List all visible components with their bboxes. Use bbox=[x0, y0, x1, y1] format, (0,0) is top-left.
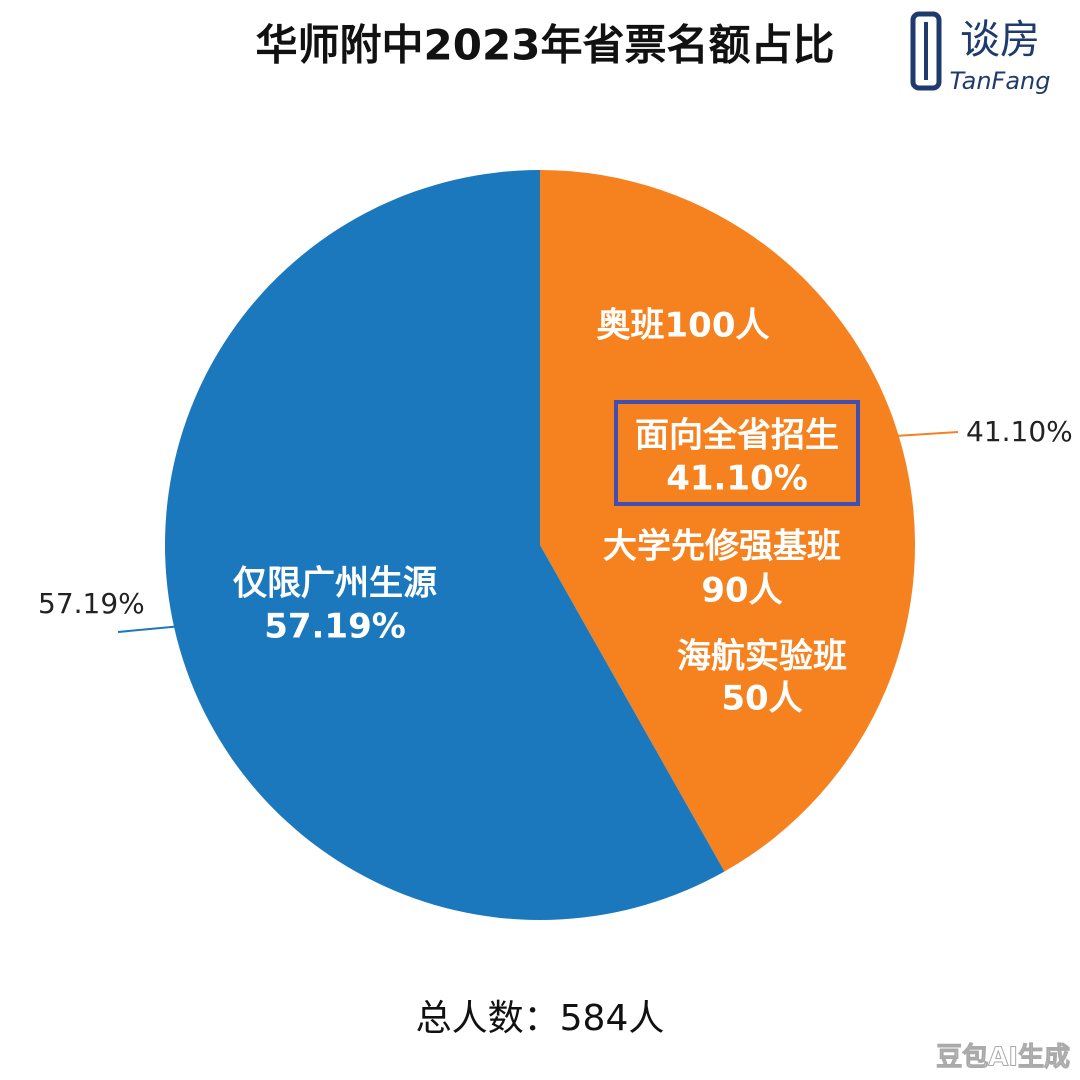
pie-slice bbox=[164, 170, 725, 921]
outer-label: 41.10% bbox=[966, 415, 1073, 448]
slice-label: 仅限广州生源 bbox=[233, 564, 437, 604]
logo-name: 谈房 bbox=[960, 17, 1040, 63]
logo-subtitle: TanFang bbox=[949, 67, 1050, 95]
outer-label: 57.19% bbox=[38, 587, 145, 620]
slice-label: 面向全省招生 bbox=[635, 416, 839, 456]
watermark: 豆包AI生成 bbox=[936, 1042, 1070, 1073]
slice-value-label: 57.19% bbox=[264, 607, 406, 647]
logo-icon bbox=[910, 11, 942, 91]
leader-line bbox=[894, 431, 959, 437]
annotation: 奥班100人 bbox=[597, 306, 770, 346]
annotation: 大学先修强基班 bbox=[603, 527, 841, 567]
pie bbox=[164, 170, 915, 921]
annotation: 海航实验班 bbox=[677, 637, 847, 677]
annotation: 50人 bbox=[721, 679, 802, 719]
leader-line bbox=[117, 625, 183, 633]
annotation: 90人 bbox=[701, 571, 782, 611]
footer: 总人数：584人 bbox=[416, 998, 665, 1039]
chart-title: 华师附中2023年省票名额占比 bbox=[256, 21, 835, 70]
slice-value-label: 41.10% bbox=[666, 459, 808, 499]
pie-slice bbox=[540, 170, 915, 872]
highlight-box bbox=[614, 400, 860, 506]
